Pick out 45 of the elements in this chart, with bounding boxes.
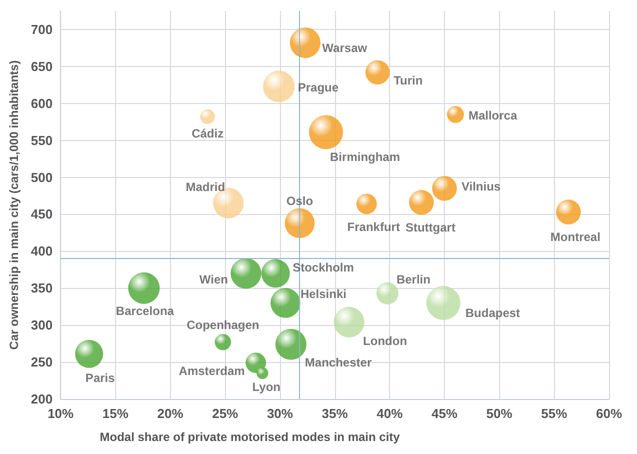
x-tick-label: 15% — [102, 406, 129, 421]
y-tick-label: 200 — [30, 392, 53, 406]
y-tick-label: 650 — [30, 58, 53, 74]
annotation: Paris — [85, 370, 116, 385]
annotation: Vilnius — [461, 179, 501, 194]
annotation: Budapest — [465, 306, 520, 320]
x-tick-label: 35% — [322, 406, 348, 421]
x-tick-label: 30% — [266, 406, 294, 421]
y-tick-label: 550 — [30, 132, 53, 148]
annotation: Copenhagen — [186, 318, 260, 332]
y-tick-label: 400 — [30, 244, 53, 259]
annotation: Manchester — [304, 355, 372, 370]
x-axis-title: Modal share of private motorised modes in main city — [100, 430, 400, 444]
annotation: Amsterdam — [178, 364, 245, 378]
y-tick-label: 350 — [30, 280, 53, 296]
annotation: Cádiz — [192, 126, 224, 141]
x-tick-label: 20% — [157, 406, 184, 421]
annotation: Montreal — [550, 230, 600, 244]
annotation: Mallorca — [468, 108, 518, 122]
x-tick-label: 55% — [541, 406, 568, 421]
y-tick-label: 500 — [30, 170, 53, 185]
y-tick-label: 250 — [30, 354, 53, 370]
annotation: Barcelona — [116, 304, 174, 318]
x-tick-label: 50% — [486, 406, 513, 421]
annotation: Turin — [394, 73, 423, 88]
y-tick-label: 450 — [30, 206, 53, 222]
y-axis-title: Car ownership in main city (cars/1,000 inhabitants) — [7, 60, 21, 350]
annotation: Frankfurt — [347, 220, 400, 234]
y-tick-label: 300 — [30, 318, 53, 333]
x-tick-label: 60% — [596, 406, 622, 421]
x-tick-label: 10% — [48, 406, 74, 421]
annotation: Berlin — [396, 272, 430, 286]
y-tick-label: 600 — [30, 96, 53, 111]
x-tick-label: 25% — [212, 406, 239, 421]
x-tick-label: 40% — [376, 406, 404, 421]
x-tick-label: 45% — [431, 406, 458, 421]
y-tick-label: 700 — [30, 22, 53, 37]
annotation: Stuttgart — [405, 220, 456, 234]
annotation: Birmingham — [330, 150, 400, 164]
annotation: Lyon — [252, 380, 281, 394]
annotation: London — [363, 334, 408, 348]
annotation: Wien — [199, 272, 228, 286]
annotation: Warsaw — [322, 40, 368, 55]
annotation: Helsinki — [300, 286, 346, 301]
annotation: Madrid — [186, 180, 226, 194]
